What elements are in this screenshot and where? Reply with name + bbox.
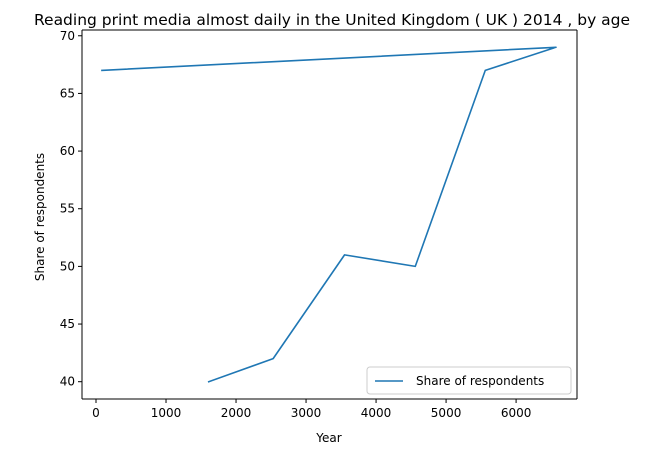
legend: Share of respondents — [366, 366, 572, 395]
legend-label: Share of respondents — [416, 374, 544, 388]
x-axis-ticks: 0 1000 2000 3000 4000 5000 6000 — [92, 399, 531, 420]
x-tick-label: 0 — [92, 406, 100, 420]
y-axis-ticks: 40 45 50 55 60 65 70 — [60, 29, 82, 389]
y-tick-label: 60 — [60, 144, 75, 158]
y-axis-label: Share of respondents — [33, 153, 47, 281]
x-tick-label: 1000 — [151, 406, 182, 420]
x-tick-label: 6000 — [501, 406, 532, 420]
x-tick-label: 4000 — [361, 406, 392, 420]
series-layer — [101, 46, 557, 383]
y-tick-label: 50 — [60, 259, 75, 273]
x-axis-label: Year — [315, 431, 341, 445]
x-tick-label: 3000 — [291, 406, 322, 420]
chart-title: Reading print media almost daily in the … — [34, 11, 630, 29]
y-tick-label: 70 — [60, 29, 75, 43]
x-tick-label: 5000 — [431, 406, 462, 420]
plot-area — [82, 30, 577, 399]
y-tick-label: 45 — [60, 317, 75, 331]
legend-box — [366, 366, 572, 395]
y-tick-label: 40 — [60, 375, 75, 389]
series-line — [101, 46, 557, 383]
x-tick-label: 2000 — [221, 406, 252, 420]
y-tick-label: 55 — [60, 202, 75, 216]
axes-frame — [81, 29, 578, 400]
y-tick-label: 65 — [60, 86, 75, 100]
